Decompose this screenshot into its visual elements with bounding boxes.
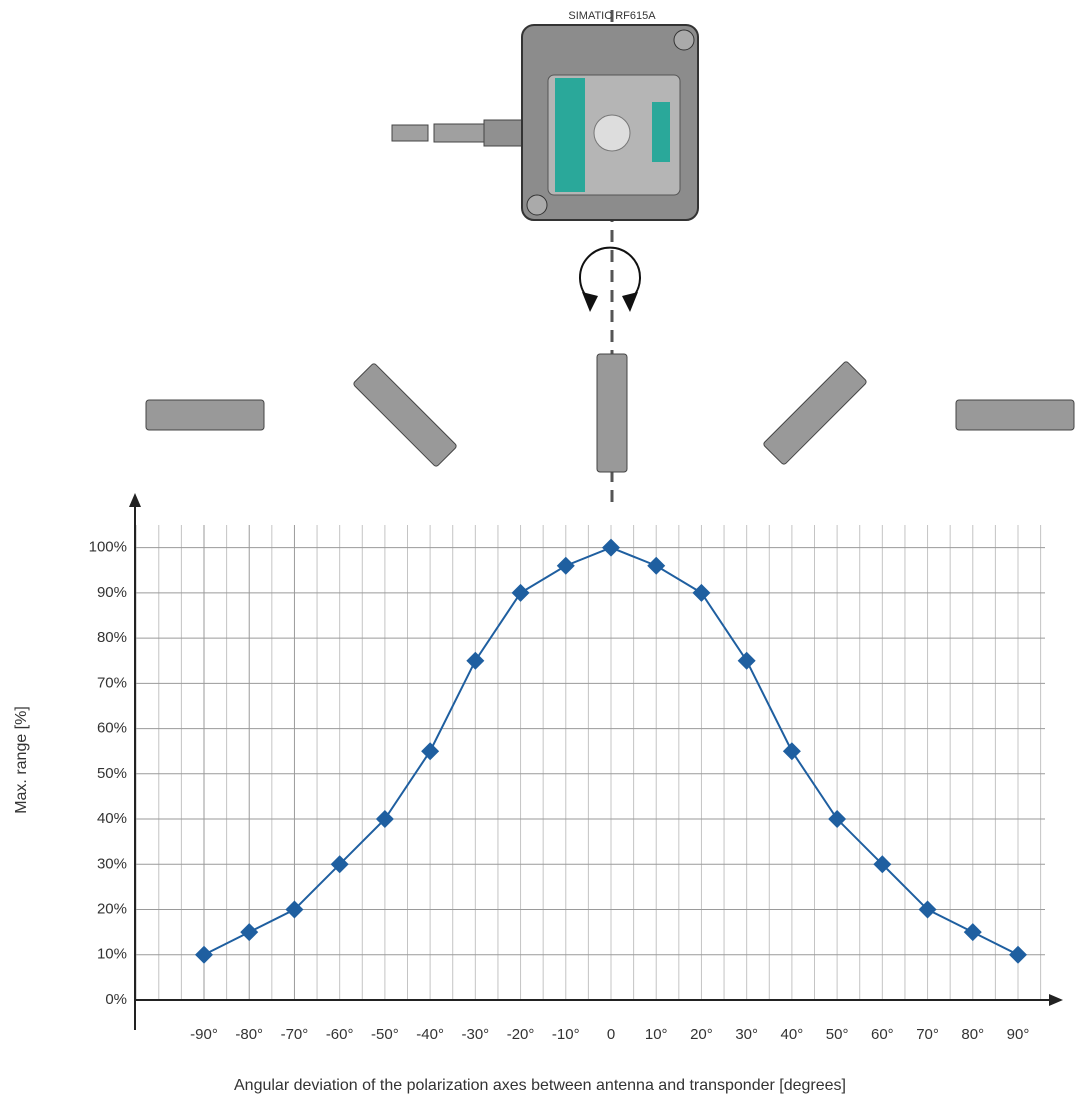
x-tick-label: -40°	[416, 1026, 444, 1043]
cable-plug	[391, 124, 429, 142]
x-tick-label: -30°	[461, 1026, 489, 1043]
y-tick-label: 10%	[97, 946, 127, 963]
transponder	[353, 363, 457, 467]
data-point	[240, 923, 259, 942]
y-tick-label: 40%	[97, 810, 127, 827]
x-tick-label: 80°	[961, 1026, 984, 1043]
x-tick-label: -70°	[281, 1026, 309, 1043]
x-tick-label: 40°	[781, 1026, 804, 1043]
data-point	[511, 583, 530, 602]
data-point	[782, 742, 801, 761]
screw	[526, 194, 548, 216]
cable-gland	[483, 119, 525, 147]
x-tick-label: 30°	[735, 1026, 758, 1043]
x-tick-label: -80°	[235, 1026, 263, 1043]
transponder	[145, 399, 265, 431]
rotation-arrow	[579, 246, 641, 301]
y-tick-label: 100%	[89, 539, 127, 556]
data-point	[195, 945, 213, 964]
y-tick-label: 20%	[97, 900, 127, 917]
antenna-label: SIMATIC RF615A	[568, 10, 656, 22]
data-point	[918, 900, 937, 919]
x-tick-label: 90°	[1007, 1026, 1030, 1043]
data-point	[285, 900, 304, 919]
antenna-stripe	[555, 78, 585, 192]
data-point	[692, 583, 711, 602]
x-tick-label: 50°	[826, 1026, 849, 1043]
antenna-diagram	[145, 10, 1075, 505]
y-tick-label: 90%	[97, 584, 127, 601]
x-tick-label: -20°	[507, 1026, 535, 1043]
cable	[433, 123, 485, 143]
x-tick-label: 0	[607, 1026, 615, 1043]
transponder	[596, 353, 628, 473]
x-tick-label: -50°	[371, 1026, 399, 1043]
x-axis-arrow	[1049, 994, 1063, 1006]
x-axis-label: Angular deviation of the polarization ax…	[234, 1077, 846, 1094]
y-tick-label: 60%	[97, 720, 127, 737]
data-point	[602, 538, 620, 557]
x-tick-label: 10°	[645, 1026, 668, 1043]
y-axis-label: Max. range [%]	[13, 706, 30, 814]
y-tick-label: 50%	[97, 765, 127, 782]
antenna-logo	[652, 102, 670, 162]
data-point	[421, 742, 440, 761]
data-point	[1009, 945, 1027, 964]
data-point	[873, 855, 892, 874]
rotation-arrowheads	[582, 292, 638, 312]
transponder	[955, 399, 1075, 431]
x-tick-label: 20°	[690, 1026, 713, 1043]
x-tick-label: 70°	[916, 1026, 939, 1043]
data-point	[963, 923, 982, 942]
y-axis-arrow	[129, 493, 141, 507]
antenna-center	[593, 114, 631, 152]
data-point	[375, 810, 394, 829]
data-point	[466, 651, 485, 670]
y-tick-label: 0%	[105, 991, 127, 1008]
x-tick-label: -90°	[190, 1026, 218, 1043]
x-tick-label: 60°	[871, 1026, 894, 1043]
x-tick-label: -60°	[326, 1026, 354, 1043]
y-tick-label: 70%	[97, 674, 127, 691]
data-point	[330, 855, 349, 874]
y-tick-label: 80%	[97, 629, 127, 646]
data-point	[556, 556, 575, 575]
transponder	[763, 361, 867, 465]
y-tick-label: 30%	[97, 855, 127, 872]
data-point	[737, 651, 756, 670]
data-point	[828, 810, 847, 829]
screw	[673, 29, 695, 51]
data-point	[647, 556, 666, 575]
x-tick-label: -10°	[552, 1026, 580, 1043]
